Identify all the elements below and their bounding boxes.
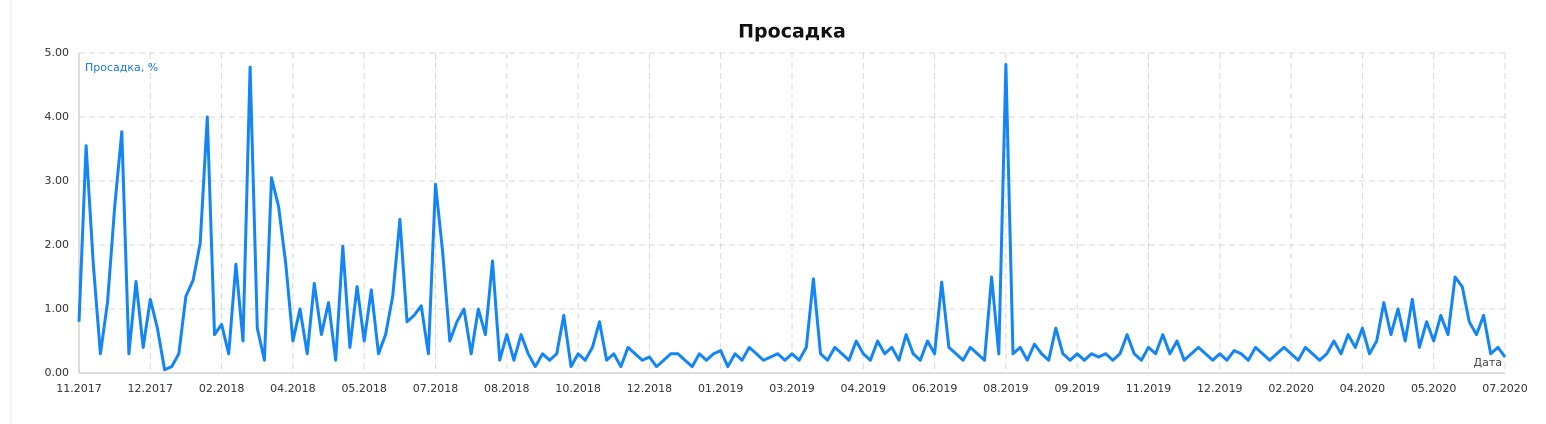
x-tick-label: 08.2019	[983, 382, 1029, 395]
x-tick-label: 02.2018	[199, 382, 245, 395]
x-tick-label: 02.2020	[1268, 382, 1314, 395]
x-tick-label: 12.2017	[128, 382, 174, 395]
y-tick-label: 4.00	[45, 110, 70, 123]
chart-title: Просадка	[738, 21, 846, 43]
series-line	[77, 63, 1507, 372]
y-tick-label: 2.00	[45, 238, 70, 251]
x-tick-label: 06.2019	[912, 382, 958, 395]
x-tick-label: 04.2018	[270, 382, 316, 395]
x-tick-label: 08.2018	[484, 382, 530, 395]
series-label: Просадка, %	[85, 61, 158, 74]
y-tick-label: 0.00	[45, 366, 70, 379]
x-tick-label: 10.2018	[555, 382, 601, 395]
x-tick-label: 09.2019	[1054, 382, 1100, 395]
x-tick-label: 12.2019	[1197, 382, 1243, 395]
x-tick-label: 01.2019	[698, 382, 744, 395]
x-tick-label: 07.2020	[1482, 382, 1528, 395]
x-tick-label: 03.2019	[769, 382, 815, 395]
x-tick-label: 04.2019	[841, 382, 887, 395]
y-tick-label: 1.00	[45, 302, 70, 315]
x-tick-label: 07.2018	[413, 382, 459, 395]
x-tick-label: 04.2020	[1340, 382, 1386, 395]
y-tick-label: 5.00	[45, 46, 70, 59]
x-tick-label: 11.2017	[56, 382, 102, 395]
x-tick-label: 05.2020	[1411, 382, 1457, 395]
x-tick-label: 12.2018	[627, 382, 673, 395]
x-tick-label: 11.2019	[1126, 382, 1172, 395]
x-tick-label: 05.2018	[341, 382, 387, 395]
y-tick-label: 3.00	[45, 174, 70, 187]
x-axis-label: Дата	[1474, 356, 1502, 369]
